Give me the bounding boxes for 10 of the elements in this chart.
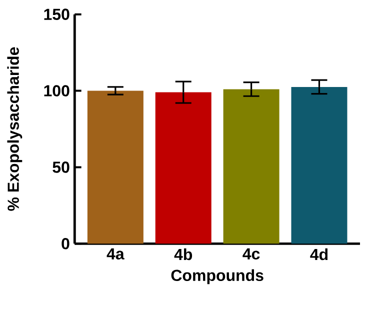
x-tick-label: 4c (242, 248, 260, 260)
y-axis-title: % Exopolysaccharide (7, 47, 22, 211)
y-tick-label: 0 (62, 238, 70, 250)
y-tick-label: 50 (52, 162, 70, 173)
x-tick-label: 4a (106, 248, 124, 260)
y-tick-label: 100 (44, 85, 70, 96)
y-tick-label: 150 (44, 8, 70, 20)
x-tick-label: 4b (174, 248, 192, 260)
x-tick-label: 4d (310, 248, 328, 260)
x-axis-title: Compounds (171, 269, 264, 284)
